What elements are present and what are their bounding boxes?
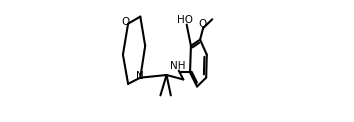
Text: O: O	[199, 19, 207, 29]
Text: N: N	[136, 71, 144, 81]
Text: O: O	[121, 16, 130, 26]
Text: HO: HO	[177, 15, 193, 25]
Text: NH: NH	[170, 61, 185, 71]
